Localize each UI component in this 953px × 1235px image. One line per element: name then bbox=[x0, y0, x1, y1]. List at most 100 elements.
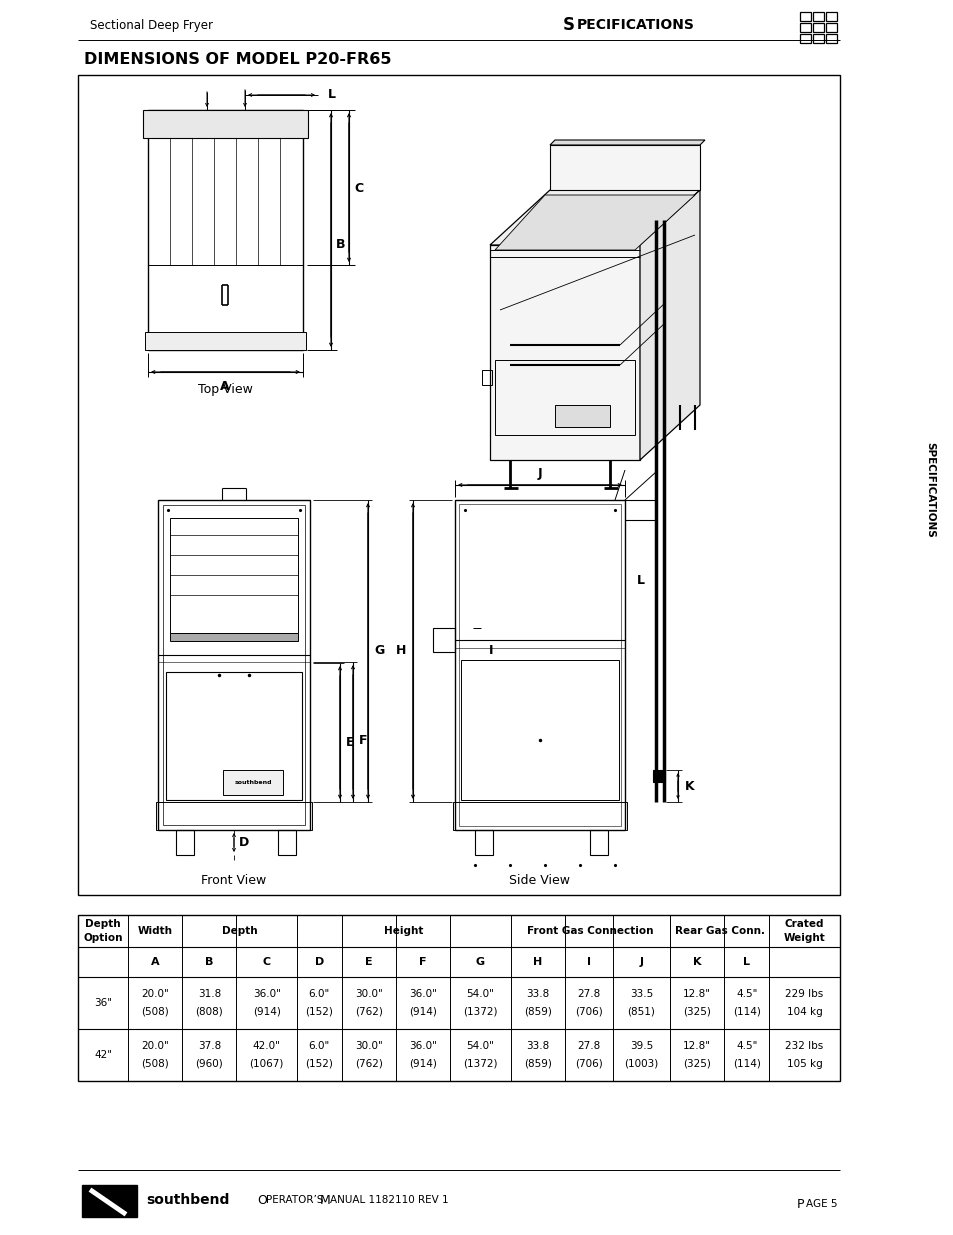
Text: H: H bbox=[395, 645, 406, 657]
Text: Top View: Top View bbox=[197, 384, 253, 396]
Text: 20.0": 20.0" bbox=[141, 989, 169, 999]
Bar bbox=[460, 659, 618, 800]
Bar bbox=[825, 35, 836, 43]
Text: K: K bbox=[692, 957, 700, 967]
Polygon shape bbox=[490, 190, 700, 245]
Text: (808): (808) bbox=[195, 1007, 223, 1016]
Text: (1372): (1372) bbox=[462, 1007, 497, 1016]
Text: 104 kg: 104 kg bbox=[786, 1007, 821, 1016]
Text: 36.0": 36.0" bbox=[253, 989, 280, 999]
Bar bbox=[455, 500, 624, 830]
Text: (914): (914) bbox=[253, 1007, 280, 1016]
Text: (1003): (1003) bbox=[623, 1058, 658, 1070]
Polygon shape bbox=[639, 190, 700, 459]
Bar bbox=[82, 1186, 137, 1216]
Text: Depth: Depth bbox=[221, 926, 257, 936]
Text: 42": 42" bbox=[94, 1050, 112, 1060]
Text: J: J bbox=[537, 467, 541, 479]
Bar bbox=[812, 23, 823, 32]
Text: Rear Gas Conn.: Rear Gas Conn. bbox=[674, 926, 763, 936]
Text: K: K bbox=[684, 779, 694, 793]
Bar bbox=[175, 830, 193, 855]
Text: Option: Option bbox=[83, 932, 123, 944]
Text: 37.8: 37.8 bbox=[197, 1041, 221, 1051]
Text: 33.5: 33.5 bbox=[629, 989, 653, 999]
Text: L: L bbox=[742, 957, 749, 967]
Bar bbox=[481, 370, 492, 385]
Text: SPECIFICATIONS: SPECIFICATIONS bbox=[924, 442, 934, 538]
Text: Width: Width bbox=[137, 926, 172, 936]
Text: I: I bbox=[586, 957, 590, 967]
Text: 33.8: 33.8 bbox=[525, 989, 549, 999]
Text: (914): (914) bbox=[409, 1007, 436, 1016]
Text: (508): (508) bbox=[141, 1007, 169, 1016]
Text: C: C bbox=[355, 182, 363, 194]
Text: southbend: southbend bbox=[234, 781, 272, 785]
Text: A: A bbox=[220, 379, 230, 393]
Text: (914): (914) bbox=[409, 1058, 436, 1070]
Text: 30.0": 30.0" bbox=[355, 989, 382, 999]
Text: Sectional Deep Fryer: Sectional Deep Fryer bbox=[90, 19, 213, 32]
Text: 20.0": 20.0" bbox=[141, 1041, 169, 1051]
Bar bbox=[156, 802, 312, 830]
Text: Height: Height bbox=[384, 926, 423, 936]
Text: E: E bbox=[345, 736, 354, 748]
Bar bbox=[825, 23, 836, 32]
Bar bbox=[800, 23, 810, 32]
Text: ANUAL 1182110 REV 1: ANUAL 1182110 REV 1 bbox=[330, 1195, 448, 1205]
Text: E: E bbox=[365, 957, 373, 967]
Text: 4.5": 4.5" bbox=[736, 989, 757, 999]
Text: Depth: Depth bbox=[85, 919, 121, 929]
Text: (325): (325) bbox=[682, 1007, 710, 1016]
Bar bbox=[433, 629, 455, 652]
Text: H: H bbox=[533, 957, 541, 967]
Text: 36.0": 36.0" bbox=[409, 989, 436, 999]
Text: PECIFICATIONS: PECIFICATIONS bbox=[577, 19, 694, 32]
Text: F: F bbox=[419, 957, 426, 967]
Bar bbox=[825, 12, 836, 21]
Text: 36": 36" bbox=[94, 998, 112, 1008]
Bar bbox=[148, 110, 303, 350]
Text: 6.0": 6.0" bbox=[309, 989, 330, 999]
Text: F: F bbox=[358, 734, 367, 746]
Bar bbox=[78, 915, 840, 1081]
Bar bbox=[800, 35, 810, 43]
Bar bbox=[458, 504, 620, 826]
Text: 31.8: 31.8 bbox=[197, 989, 221, 999]
Bar bbox=[170, 517, 297, 634]
Text: (1372): (1372) bbox=[462, 1058, 497, 1070]
Bar bbox=[158, 500, 310, 830]
Bar bbox=[475, 830, 493, 855]
Text: 229 lbs: 229 lbs bbox=[784, 989, 822, 999]
Text: (859): (859) bbox=[523, 1058, 551, 1070]
Text: DIMENSIONS OF MODEL P20-FR65: DIMENSIONS OF MODEL P20-FR65 bbox=[84, 53, 391, 68]
Polygon shape bbox=[550, 140, 704, 144]
Bar bbox=[145, 332, 306, 350]
Text: G: G bbox=[375, 645, 385, 657]
Text: 12.8": 12.8" bbox=[682, 989, 710, 999]
Text: 30.0": 30.0" bbox=[355, 1041, 382, 1051]
Polygon shape bbox=[495, 195, 695, 249]
Text: 6.0": 6.0" bbox=[309, 1041, 330, 1051]
Text: (152): (152) bbox=[305, 1007, 333, 1016]
Text: 12.8": 12.8" bbox=[682, 1041, 710, 1051]
Text: D: D bbox=[239, 836, 249, 848]
Text: (706): (706) bbox=[575, 1058, 602, 1070]
Text: (325): (325) bbox=[682, 1058, 710, 1070]
Text: 54.0": 54.0" bbox=[466, 989, 494, 999]
Text: 105 kg: 105 kg bbox=[786, 1058, 821, 1070]
Text: M: M bbox=[319, 1193, 331, 1207]
Text: Front View: Front View bbox=[201, 873, 266, 887]
Bar bbox=[170, 634, 297, 641]
Text: 42.0": 42.0" bbox=[253, 1041, 280, 1051]
Text: I: I bbox=[488, 643, 493, 657]
Text: (851): (851) bbox=[627, 1007, 655, 1016]
Text: Side View: Side View bbox=[509, 873, 570, 887]
Bar bbox=[800, 12, 810, 21]
Bar bbox=[277, 830, 295, 855]
Text: (114): (114) bbox=[732, 1007, 760, 1016]
Text: (152): (152) bbox=[305, 1058, 333, 1070]
Text: S: S bbox=[562, 16, 575, 35]
Text: A: A bbox=[151, 957, 159, 967]
Text: (706): (706) bbox=[575, 1007, 602, 1016]
